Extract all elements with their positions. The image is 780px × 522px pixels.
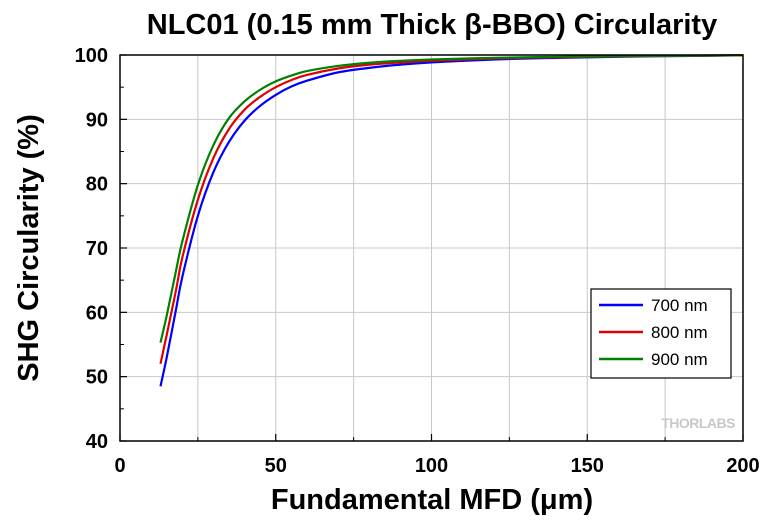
tick-labels: 0 50 100 150 200 40 50 60 70 80 90 100 (75, 45, 760, 477)
x-tick-label: 50 (265, 455, 287, 477)
x-tick-label: 200 (726, 455, 759, 477)
y-tick-label: 50 (86, 367, 108, 389)
thorlabs-logo-text: THORLABS (661, 415, 735, 431)
legend-label-900-nm: 900 nm (651, 350, 708, 369)
series-line-900-nm (159, 54, 744, 343)
x-tick-label: 150 (571, 455, 604, 477)
grid (120, 55, 743, 441)
y-axis-title: SHG Circularity (%) (13, 114, 45, 382)
y-tick-label: 70 (86, 238, 108, 260)
y-tick-label: 100 (75, 45, 108, 67)
chart-title: NLC01 (0.15 mm Thick β-BBO) Circularity (147, 9, 717, 41)
legend-label-700-nm: 700 nm (651, 296, 708, 315)
legend-label-800-nm: 800 nm (651, 323, 708, 342)
x-tick-label: 0 (114, 455, 125, 477)
y-tick-label: 80 (86, 174, 108, 196)
legend-items: 700 nm 800 nm 900 nm (599, 296, 708, 369)
x-tick-label: 100 (415, 455, 448, 477)
y-tick-label: 40 (86, 431, 108, 453)
x-axis-title: Fundamental MFD (μm) (271, 484, 593, 516)
thorlabs-logo: THORLABS (661, 415, 735, 431)
y-tick-label: 60 (86, 302, 108, 324)
legend: 700 nm 800 nm 900 nm (590, 288, 732, 379)
plot-frame (119, 54, 744, 442)
y-tick-label: 90 (86, 109, 108, 131)
series-layer (159, 54, 744, 387)
